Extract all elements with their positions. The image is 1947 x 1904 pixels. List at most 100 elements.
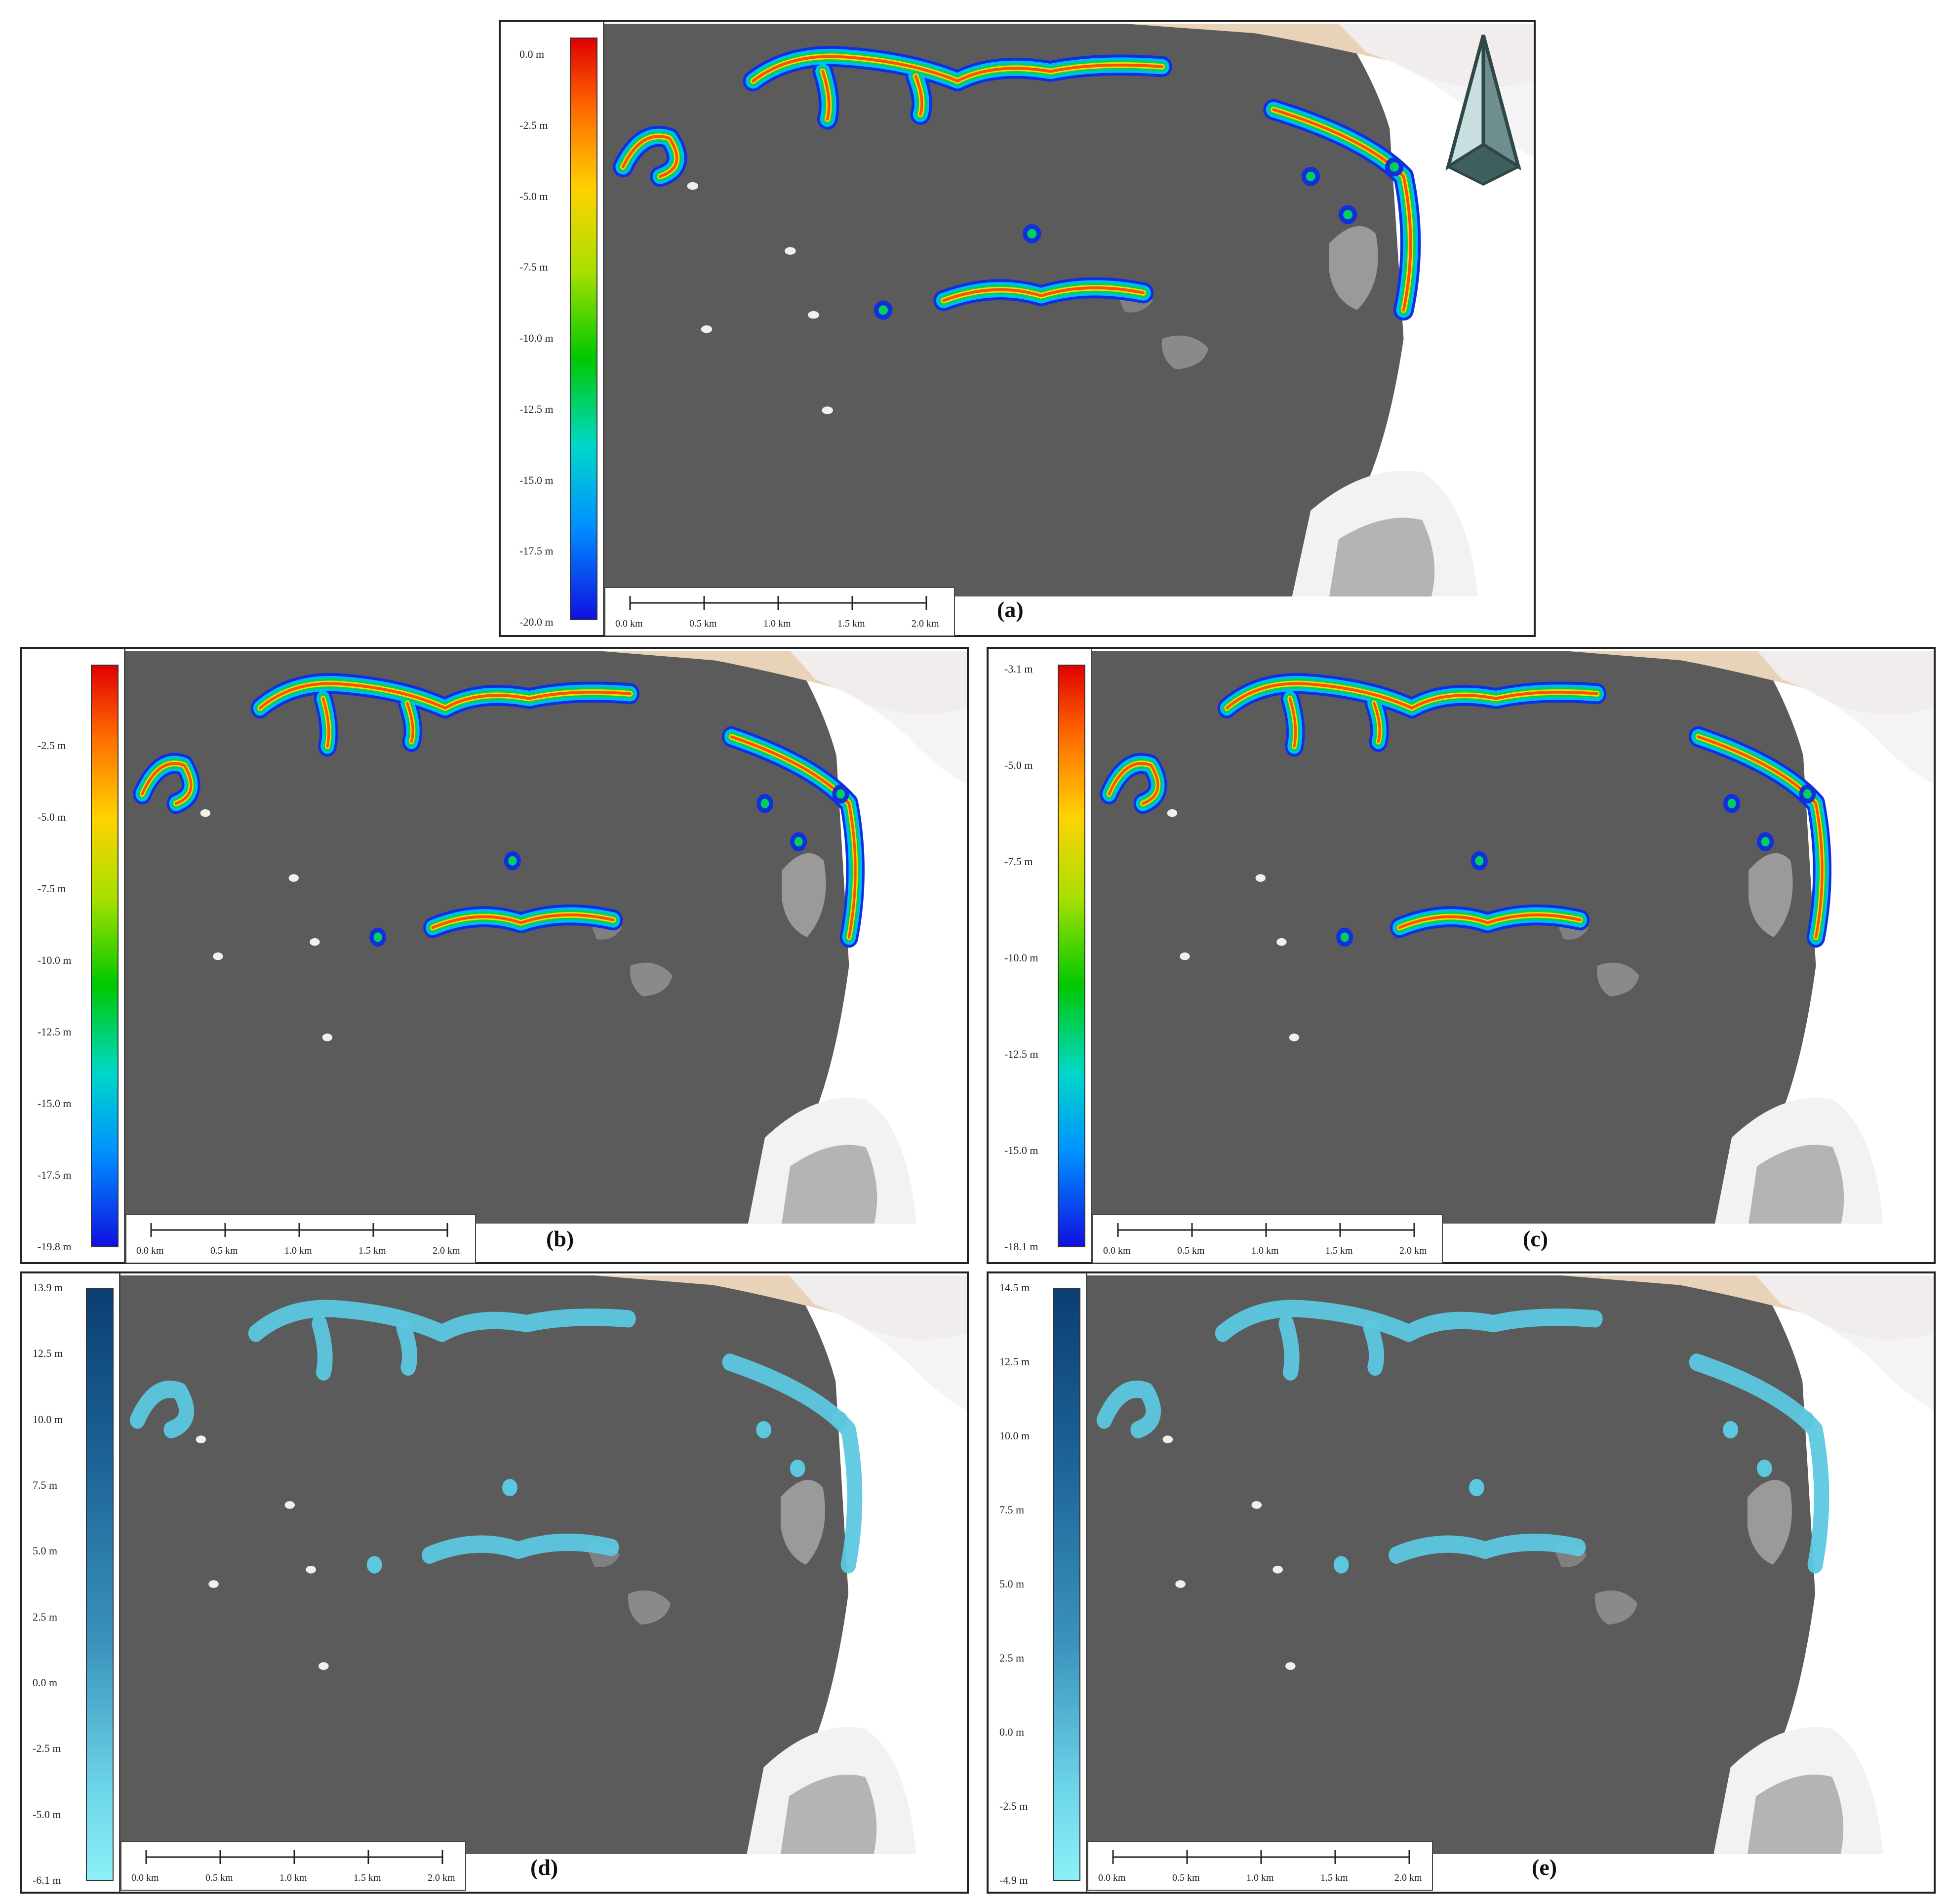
legend-tick-label: 5.0 m [33,1545,58,1557]
legend-tick-label: -4.9 m [999,1874,1028,1886]
scale-bar-label: 1.0 km [279,1872,307,1883]
scale-bar-line [150,1223,448,1237]
map-image [1092,651,1934,1224]
map-image [125,651,967,1224]
panel-label-b: (b) [546,1226,574,1251]
legend-tick-label: -15.0 m [38,1097,72,1110]
legend-tick-label: -10.0 m [1004,952,1038,964]
legend-tick-label: -2.5 m [999,1800,1028,1812]
legend-tick-label: -2.5 m [38,739,66,752]
legend-tick-label: -3.1 m [1004,663,1033,675]
legend-tick-label: 13.9 m [33,1281,63,1294]
legend-b: -2.5 m -5.0 m -7.5 m -10.0 m -12.5 m -15.0 m -… [22,649,125,1262]
legend-tick-label: -18.1 m [1004,1240,1038,1253]
scale-bar-label: 0.0 km [136,1245,164,1256]
map-image [604,24,1534,596]
legend-tick-label: 0.0 m [999,1726,1025,1738]
legend-tick-label: -15.0 m [1004,1144,1038,1156]
scale-bar-line [1112,1850,1410,1864]
map-image [120,1275,967,1854]
scale-bar-label: 0.0 km [131,1872,159,1883]
legend-e: 14.5 m 12.5 m 10.0 m 7.5 m 5.0 m 2.5 m 0.0 m -2… [989,1273,1087,1892]
scale-bar-line [145,1850,443,1864]
map-panel-b: -2.5 m -5.0 m -7.5 m -10.0 m -12.5 m -15.0 m -… [20,647,969,1264]
scale-bar-label: 0.5 km [1177,1245,1205,1256]
map-image [1087,1275,1934,1854]
legend-tick-label: 12.5 m [999,1355,1030,1368]
scale-bar-label: 1.5 km [1325,1245,1353,1256]
map-view-a [604,24,1534,596]
scale-bar-label: 1.5 km [354,1872,381,1883]
legend-tick-label: 10.0 m [999,1429,1030,1442]
legend-tick-label: 0.0 m [519,48,545,60]
map-view-d [120,1275,967,1854]
legend-tick-label: 2.5 m [999,1652,1025,1664]
color-ramp-d [86,1288,114,1881]
scale-bar-label: 1.0 km [1251,1245,1279,1256]
panel-label-c: (c) [1523,1226,1549,1251]
scale-bar-label: 0.5 km [689,618,717,629]
legend-d: 13.9 m 12.5 m 10.0 m 7.5 m 5.0 m 2.5 m 0.0 m -2… [22,1273,120,1892]
legend-tick-label: -2.5 m [33,1742,61,1755]
legend-tick-label: -19.8 m [38,1240,72,1253]
scale-bar-line [629,596,927,610]
scale-bar-label: 1.5 km [837,618,865,629]
legend-tick-label: -20.0 m [519,616,554,628]
scale-bar-label: 0.5 km [1172,1872,1200,1883]
legend-tick-label: -10.0 m [519,332,554,344]
scale-bar-a: 0.0 km 0.5 km 1.0 km 1.5 km 2.0 km [604,587,955,636]
scale-bar-label: 2.0 km [433,1245,460,1256]
scale-bar-label: 0.5 km [210,1245,238,1256]
legend-tick-label: -7.5 m [519,261,548,274]
legend-tick-label: 0.0 m [33,1676,58,1689]
legend-tick-label: -2.5 m [519,119,548,131]
legend-tick-label: -5.0 m [38,811,66,823]
scale-bar-label: 2.0 km [912,618,939,629]
scale-bar-e: 0.0 km 0.5 km 1.0 km 1.5 km 2.0 km [1087,1841,1433,1891]
map-view-b [125,651,967,1224]
map-panel-e: 14.5 m 12.5 m 10.0 m 7.5 m 5.0 m 2.5 m 0.0 m -2… [987,1271,1936,1894]
map-view-c [1092,651,1934,1224]
map-panel-a: 0.0 m -2.5 m -5.0 m -7.5 m -10.0 m -12.5 m -15… [499,20,1536,637]
panel-label-e: (e) [1532,1855,1557,1880]
color-ramp-b [91,665,119,1247]
color-ramp-c [1058,665,1085,1247]
north-arrow-icon [1439,31,1528,189]
legend-tick-label: -12.5 m [38,1026,72,1038]
legend-tick-label: 14.5 m [999,1281,1030,1294]
legend-tick-label: -17.5 m [519,545,554,557]
panel-label-d: (d) [530,1855,558,1880]
panel-label-a: (a) [997,597,1024,622]
scale-bar-c: 0.0 km 0.5 km 1.0 km 1.5 km 2.0 km [1092,1214,1443,1264]
legend-tick-label: -5.0 m [33,1808,61,1821]
color-ramp-e [1053,1288,1080,1881]
legend-tick-label: -5.0 m [519,190,548,202]
scale-bar-label: 2.0 km [1394,1872,1422,1883]
legend-tick-label: -12.5 m [1004,1048,1038,1060]
legend-tick-label: -17.5 m [38,1169,72,1181]
legend-tick-label: 7.5 m [33,1479,58,1491]
scale-bar-label: 1.5 km [1320,1872,1348,1883]
legend-tick-label: -10.0 m [38,954,72,966]
legend-a: 0.0 m -2.5 m -5.0 m -7.5 m -10.0 m -12.5 m -15… [501,22,604,635]
legend-tick-label: -7.5 m [1004,855,1033,868]
scale-bar-label: 2.0 km [1399,1245,1427,1256]
legend-tick-label: -5.0 m [1004,759,1033,771]
color-ramp-a [570,38,597,620]
legend-tick-label: -12.5 m [519,402,554,415]
map-panel-d: 13.9 m 12.5 m 10.0 m 7.5 m 5.0 m 2.5 m 0.0 m -2… [20,1271,969,1894]
legend-tick-label: 12.5 m [33,1347,63,1360]
legend-tick-label: -6.1 m [33,1874,61,1886]
map-panel-c: -3.1 m -5.0 m -7.5 m -10.0 m -12.5 m -15.0 m -… [987,647,1936,1264]
scale-bar-line [1117,1223,1415,1237]
scale-bar-label: 1.0 km [284,1245,312,1256]
scale-bar-label: 0.0 km [615,618,643,629]
scale-bar-label: 1.0 km [1246,1872,1274,1883]
scale-bar-label: 1.0 km [763,618,791,629]
scale-bar-b: 0.0 km 0.5 km 1.0 km 1.5 km 2.0 km [125,1214,476,1264]
legend-tick-label: 2.5 m [33,1610,58,1623]
map-view-e [1087,1275,1934,1854]
legend-tick-label: -7.5 m [38,882,66,895]
legend-c: -3.1 m -5.0 m -7.5 m -10.0 m -12.5 m -15.0 m -… [989,649,1092,1262]
scale-bar-d: 0.0 km 0.5 km 1.0 km 1.5 km 2.0 km [120,1841,466,1891]
